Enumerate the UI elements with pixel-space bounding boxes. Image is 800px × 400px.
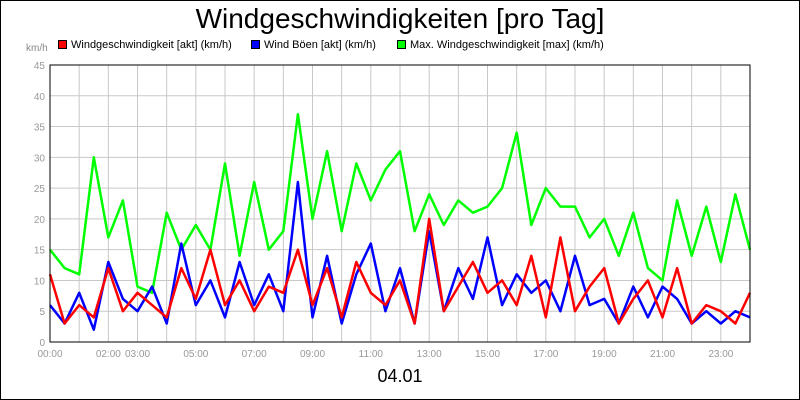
y-axis-unit-label: km/h [26,43,48,54]
x-tick-label-0500: 05:00 [183,349,208,360]
x-axis-ticks: 00:00 02:00 03:00 05:00 07:00 09:00 11:00 13:00… [37,349,733,360]
legend-label-akt: Windgeschwindigkeit [akt] (km/h) [71,39,232,51]
y-tick-label-20: 20 [34,215,46,226]
y-tick-label-5: 5 [39,307,45,318]
y-axis-ticks: 0 5 10 15 20 25 30 35 40 45 [34,61,46,349]
x-tick-label-1700: 17:00 [533,349,558,360]
chart-title: Windgeschwindigkeiten [pro Tag] [195,3,605,34]
series-line-boeen [49,180,751,331]
x-tick-label-0700: 07:00 [242,349,267,360]
legend-swatch-max [397,40,406,49]
legend-item-akt: Windgeschwindigkeit [akt] (km/h) [58,38,232,52]
x-tick-label-0900: 09:00 [300,349,325,360]
x-tick-label-0000: 00:00 [37,349,62,360]
x-tick-label-0300: 03:00 [125,349,150,360]
legend-swatch-akt [58,40,67,49]
y-tick-label-10: 10 [34,276,46,287]
legend-swatch-boeen [251,40,260,49]
x-tick-label-1100: 11:00 [359,349,384,360]
series-line-max [49,112,752,295]
legend-item-boeen: Wind Böen [akt] (km/h) [251,38,376,52]
x-tick-label-1900: 19:00 [592,349,617,360]
x-axis-date-label: 04.01 [377,366,423,386]
series-layer [48,112,752,331]
x-tick-label-0200: 02:00 [96,349,121,360]
y-tick-label-0: 0 [39,338,45,349]
legend-item-max: Max. Windgeschwindigkeit [max] (km/h) [397,38,604,52]
y-tick-label-45: 45 [34,61,46,72]
x-tick-label-1500: 15:00 [475,349,500,360]
legend-label-boeen: Wind Böen [akt] (km/h) [264,39,376,51]
x-tick-label-2300: 23:00 [708,349,733,360]
y-tick-label-25: 25 [34,184,46,195]
grid-lines [50,64,750,343]
x-tick-label-1300: 13:00 [417,349,442,360]
y-tick-label-15: 15 [34,246,46,257]
series-line-akt [48,217,752,325]
x-tick-label-2100: 21:00 [650,349,675,360]
plot-area-border [49,64,751,343]
y-tick-label-40: 40 [34,92,46,103]
y-tick-label-35: 35 [34,123,46,134]
y-tick-label-30: 30 [34,153,46,164]
legend-label-max: Max. Windgeschwindigkeit [max] (km/h) [410,39,604,51]
